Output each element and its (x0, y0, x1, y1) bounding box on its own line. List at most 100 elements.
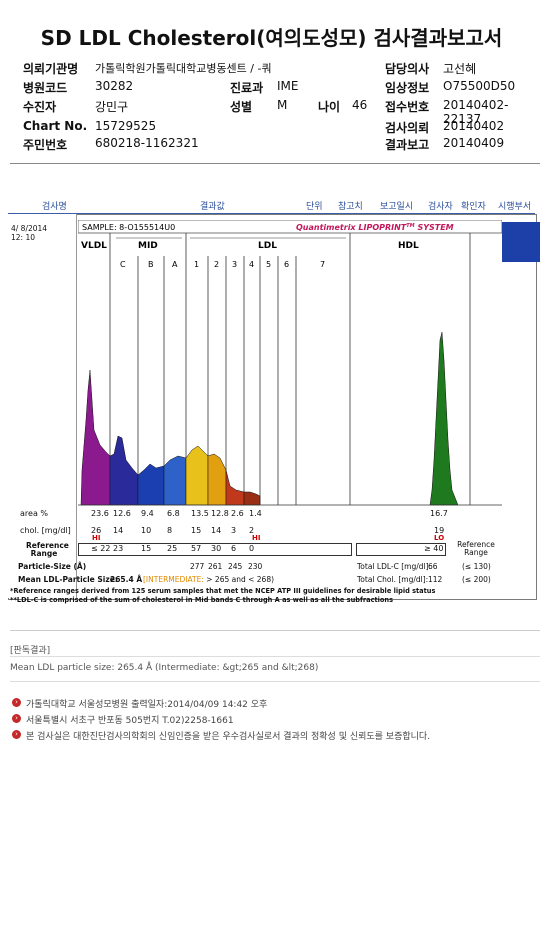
band-ldl-1: 1 (194, 260, 199, 269)
footer-line-2: 서울특별시 서초구 반포동 505번지 T.02)2258-1661 (26, 716, 234, 726)
arrow-icon: › (12, 698, 21, 707)
col-tester: 검사자 (428, 202, 453, 212)
particle-label: Particle-Size (Å) (18, 562, 87, 571)
footnote-2: **LDL-C is comprised of the sum of chole… (10, 596, 394, 604)
panel-date: 4/ 8/2014 (11, 224, 48, 233)
band-ldl-4: 4 (249, 260, 254, 269)
chol-value-2: 10 (141, 526, 152, 535)
age-value: 46 (352, 98, 368, 112)
peak-ldl-1 (185, 445, 209, 506)
band-mid-b: B (148, 260, 154, 269)
opinion-divider (10, 630, 540, 631)
total-chol-label: Total Chol. [mg/dl]: (357, 575, 429, 584)
opinion-text: Mean LDL particle size: 265.4 Å (Interme… (10, 663, 319, 673)
footer-line-3: 본 검사실은 대한진단검사의학회의 신임인증을 받은 우수검사실로서 결과의 정… (26, 732, 431, 742)
particle-value-1: 261 (208, 562, 223, 571)
footnote-1: *Reference ranges derived from 125 serum… (10, 587, 436, 595)
dept-label: 진료과 (230, 81, 264, 95)
doctor-value: 고선혜 (443, 62, 477, 76)
ref-label: Reference Range (26, 541, 69, 558)
area-value-1: 12.6 (113, 509, 131, 518)
ref-value-4: 57 (191, 544, 202, 553)
col-dept: 시행부서 (498, 202, 532, 212)
peak-hdl (429, 331, 459, 506)
sex-value: M (277, 98, 288, 112)
footer-line-1: 가톨릭대학교 서울성모병원 출력일자:2014/04/09 14:42 오후 (26, 700, 268, 710)
panel-time: 12: 10 (11, 233, 35, 242)
band-mid-a: A (172, 260, 178, 269)
opinion-divider-3 (10, 681, 540, 682)
lipoprint-chart: SAMPLE: 8-O155514U0 Quantimetrix LIPOPRI… (78, 220, 502, 506)
hospital-code-value: 30282 (95, 79, 134, 93)
report-value: 20140409 (443, 136, 505, 150)
col-test-name: 검사명 (42, 202, 67, 212)
peak-mid-a (163, 455, 187, 506)
peak-ldl-2 (207, 453, 227, 506)
doctor-label: 담당의사 (385, 62, 430, 76)
mean-value: 265.4 Å (110, 575, 143, 584)
header-divider (10, 163, 540, 164)
band-mid: MID (138, 241, 158, 251)
area-value-3: 6.8 (167, 509, 180, 518)
area-label: area % (20, 509, 48, 518)
total-chol-ref: (≤ 200) (462, 575, 491, 584)
area-value-0: 23.6 (91, 509, 109, 518)
band-ldl-6: 6 (284, 260, 289, 269)
chol-value-5: 14 (211, 526, 222, 535)
chart-value: 15729525 (95, 119, 157, 133)
flag-hdl-lo: LO (434, 534, 445, 542)
chol-value-7: 2 (249, 526, 255, 535)
sample-bar (78, 220, 502, 234)
peak-mid-b (137, 463, 165, 506)
chart-label: Chart No. (23, 119, 88, 133)
opinion-divider-2 (10, 656, 540, 657)
report-label: 결과보고 (385, 138, 430, 152)
band-mid-c: C (120, 260, 126, 269)
clinical-label: 임상정보 (385, 81, 430, 95)
band-ldl-3: 3 (232, 260, 237, 269)
arrow-icon: › (12, 714, 21, 723)
flag-vldl-hi: HI (92, 534, 101, 542)
peak-ldl-4 (243, 491, 261, 506)
mean-label: Mean LDL-Particle Size: (18, 575, 118, 584)
chol-value-1: 14 (113, 526, 124, 535)
ref-hdl-box (356, 543, 446, 556)
band-hdl: HDL (398, 241, 419, 251)
band-ldl-5: 5 (266, 260, 271, 269)
dept-value: IME (277, 79, 299, 93)
area-value-2: 9.4 (141, 509, 154, 518)
sex-label: 성별 (230, 100, 253, 114)
col-unit: 단위 (306, 202, 323, 212)
ref-value-3: 25 (167, 544, 178, 553)
flag-ldl4-hi: HI (252, 534, 261, 542)
opinion-heading: [판독결과] (10, 646, 51, 656)
band-ldl-2: 2 (214, 260, 219, 269)
receipt-value: 20140402-22137 (443, 98, 509, 126)
particle-value-3: 230 (248, 562, 263, 571)
peak-ldl-3 (225, 469, 245, 506)
particle-value-0: 277 (190, 562, 205, 571)
total-ldl-ref: (≤ 130) (462, 562, 491, 571)
patient-value: 강민구 (95, 100, 129, 114)
chol-value-3: 8 (167, 526, 173, 535)
peak-vldl (80, 369, 111, 506)
request-value: 20140402 (443, 119, 505, 133)
ref-value-0: ≤ 22 (91, 544, 111, 553)
arrow-icon: › (12, 730, 21, 739)
panel-date-box: 4/ 8/2014 12: 10 (8, 214, 77, 598)
total-chol-value: 112 (428, 575, 443, 584)
col-result: 결과값 (200, 202, 225, 212)
band-ldl: LDL (258, 241, 277, 251)
report-title: SD LDL Cholesterol(여의도성모) 검사결과보고서 (40, 26, 503, 50)
area-value-4: 13.5 (191, 509, 209, 518)
age-label: 나이 (318, 100, 341, 114)
ref-value-7: 0 (249, 544, 255, 553)
results-table-header: 검사명 결과값 단위 참고치 보고일시 검사자 확인자 시행부서 (8, 198, 535, 214)
area-hdl: 16.7 (430, 509, 448, 518)
patient-label: 수진자 (23, 100, 57, 114)
col-confirmer: 확인자 (461, 202, 486, 212)
receipt-label: 접수번호 (385, 100, 430, 114)
area-value-6: 2.6 (231, 509, 244, 518)
id-label: 주민번호 (23, 138, 68, 152)
chol-value-0: 26 (91, 526, 102, 535)
